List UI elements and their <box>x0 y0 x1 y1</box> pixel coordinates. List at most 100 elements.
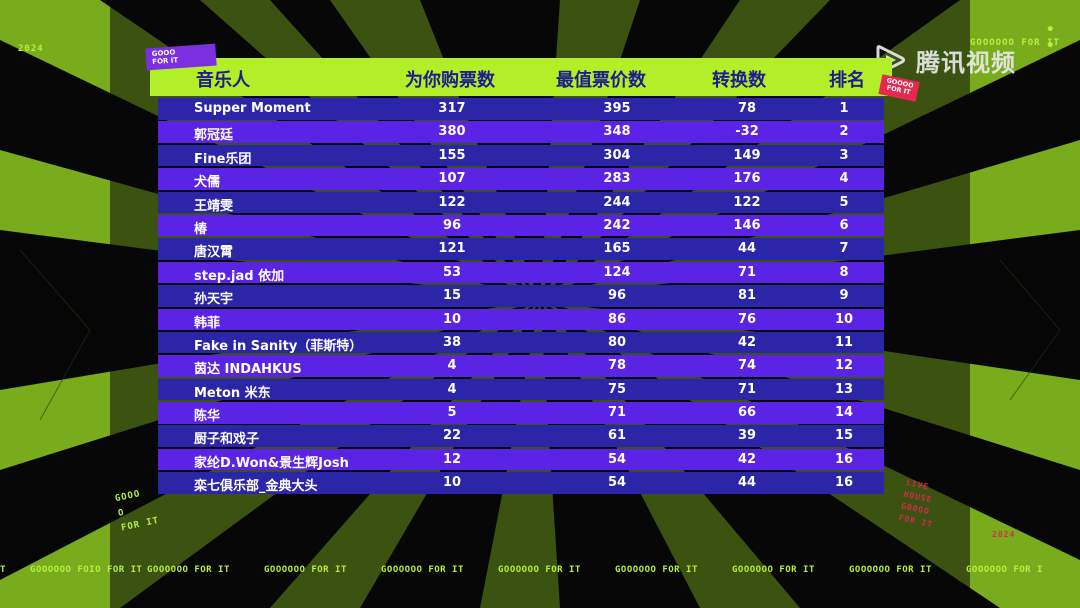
cell-name: 孙天宇 <box>194 292 234 308</box>
cell-name: 厨子和戏子 <box>194 432 260 448</box>
cell-value: 54 <box>607 451 627 467</box>
cell-conv: 71 <box>737 264 757 280</box>
cell-buy: 122 <box>438 194 466 210</box>
cell-value: 54 <box>607 475 627 491</box>
cell-conv: 81 <box>737 288 757 304</box>
cell-conv: 149 <box>733 147 761 163</box>
cell-rank: 2 <box>839 124 849 140</box>
cell-conv: 76 <box>737 311 757 327</box>
ticker-item: GOOOOOO FOR IT <box>147 565 230 575</box>
cell-name: 唐汉霄 <box>194 245 234 261</box>
cell-conv: 71 <box>737 381 757 397</box>
cell-value: 86 <box>607 311 627 327</box>
cell-rank: 3 <box>839 147 849 163</box>
tencent-video-watermark: 腾讯视频 <box>874 42 1016 78</box>
cell-rank: 14 <box>834 405 854 421</box>
cell-value: 78 <box>607 358 627 374</box>
ticker-item: GOOOOOO FOR IT <box>381 565 464 575</box>
cell-rank: 13 <box>834 381 854 397</box>
year-label-right: 2024 <box>992 530 1016 539</box>
table-row: 家纶D.Won&景生辉Josh 12 54 42 16 <box>158 448 884 471</box>
cell-buy: 15 <box>442 288 462 304</box>
table-row: 郭冠廷 380 348 -32 2 <box>158 121 884 143</box>
table-row: 椿 96 242 146 6 <box>158 214 884 237</box>
cell-conv: 44 <box>737 475 757 491</box>
cell-buy: 10 <box>442 311 462 327</box>
table-row: 韩菲 10 86 76 10 <box>158 308 884 331</box>
slogan-top-right: GOOOOOO FOR IT <box>970 38 1060 48</box>
table-row: 厨子和戏子 22 61 39 15 <box>158 425 884 447</box>
cell-conv: 44 <box>737 241 757 257</box>
ticker-item: T <box>0 565 6 575</box>
cell-conv: 42 <box>737 334 757 350</box>
cell-value: 80 <box>607 334 627 350</box>
cell-buy: 121 <box>438 241 466 257</box>
cell-value: 244 <box>603 194 631 210</box>
cell-buy: 380 <box>438 124 466 140</box>
cell-conv: 66 <box>737 405 757 421</box>
table-body: Supper Moment 317 395 78 1 郭冠廷 380 348 -32 2 Fin… <box>158 98 884 496</box>
cell-name: Fine乐团 <box>194 151 252 167</box>
cell-name: 犬儒 <box>194 175 221 191</box>
cell-name: 郭冠廷 <box>194 128 234 144</box>
cell-rank: 4 <box>839 171 849 187</box>
cell-conv: -32 <box>735 124 759 140</box>
cell-buy: 38 <box>442 334 462 350</box>
table-row: Fake in Sanity（菲斯特） 38 80 42 11 <box>158 331 884 354</box>
header-conversion: 转换数 <box>712 70 766 91</box>
ticker-item: GOOOOOO FOR IT <box>264 565 347 575</box>
cell-buy: 53 <box>442 264 462 280</box>
table-row: 陈华 5 71 66 14 <box>158 402 884 424</box>
table-row: 王靖雯 122 244 122 5 <box>158 191 884 214</box>
cell-buy: 4 <box>447 358 457 374</box>
cell-buy: 317 <box>438 101 466 116</box>
watermark-text: 腾讯视频 <box>916 48 1016 77</box>
table-row: Supper Moment 317 395 78 1 <box>158 98 884 120</box>
table-row: 栾七俱乐部_金典大头 10 54 44 16 <box>158 472 884 494</box>
table-row: 犬儒 107 283 176 4 <box>158 168 884 190</box>
cell-value: 348 <box>603 124 631 140</box>
cell-buy: 4 <box>447 381 457 397</box>
slogan-ticker: T GOOOOOO FOIO FOR IT GOOOOOO FOR IT GOOOOO… <box>0 557 1080 579</box>
cell-rank: 8 <box>839 264 849 280</box>
header-tickets-bought: 为你购票数 <box>405 70 495 91</box>
cell-name: 陈华 <box>194 409 221 425</box>
table-row: 茵达 INDAHKUS 4 78 74 12 <box>158 355 884 377</box>
cell-rank: 12 <box>834 358 854 374</box>
cell-value: 304 <box>603 147 631 163</box>
cell-buy: 12 <box>442 451 462 467</box>
cell-name: step.jad 依加 <box>194 268 285 284</box>
cell-buy: 22 <box>442 428 462 444</box>
cell-conv: 176 <box>733 171 761 187</box>
ticker-item: GOOOOOO FOIO FOR IT <box>30 565 143 575</box>
table-header: 音乐人 为你购票数 最值票价数 转换数 排名 <box>150 58 892 96</box>
cell-conv: 122 <box>733 194 761 210</box>
cell-name: 椿 <box>194 221 208 237</box>
cell-conv: 39 <box>737 428 757 444</box>
dots-decoration: • • <box>1046 22 1061 54</box>
ticker-item: GOOOOOO FOR IT <box>615 565 698 575</box>
cell-name: Supper Moment <box>194 101 311 116</box>
cell-value: 242 <box>603 217 631 233</box>
cell-rank: 16 <box>834 475 854 491</box>
cell-name: Fake in Sanity（菲斯特） <box>194 338 363 354</box>
cell-name: Meton 米东 <box>194 385 271 401</box>
ticker-item: GOOOOOO FOR IT <box>498 565 581 575</box>
cell-buy: 107 <box>438 171 466 187</box>
cell-rank: 9 <box>839 288 849 304</box>
ticker-item: GOOOOOO FOR IT <box>732 565 815 575</box>
table-row: Meton 米东 4 75 71 13 <box>158 378 884 401</box>
cell-conv: 78 <box>737 101 757 116</box>
table-row: 唐汉霄 121 165 44 7 <box>158 238 884 260</box>
header-rank: 排名 <box>829 70 865 91</box>
cell-name: 王靖雯 <box>194 198 234 214</box>
cell-value: 61 <box>607 428 627 444</box>
cell-rank: 1 <box>839 101 849 116</box>
cell-value: 71 <box>607 405 627 421</box>
cell-value: 395 <box>603 101 631 116</box>
cell-conv: 42 <box>737 451 757 467</box>
cell-conv: 146 <box>733 217 761 233</box>
table-row: 孙天宇 15 96 81 9 <box>158 285 884 307</box>
cell-name: 韩菲 <box>194 315 221 331</box>
ticker-item: GOOOOOO FOR IT <box>849 565 932 575</box>
